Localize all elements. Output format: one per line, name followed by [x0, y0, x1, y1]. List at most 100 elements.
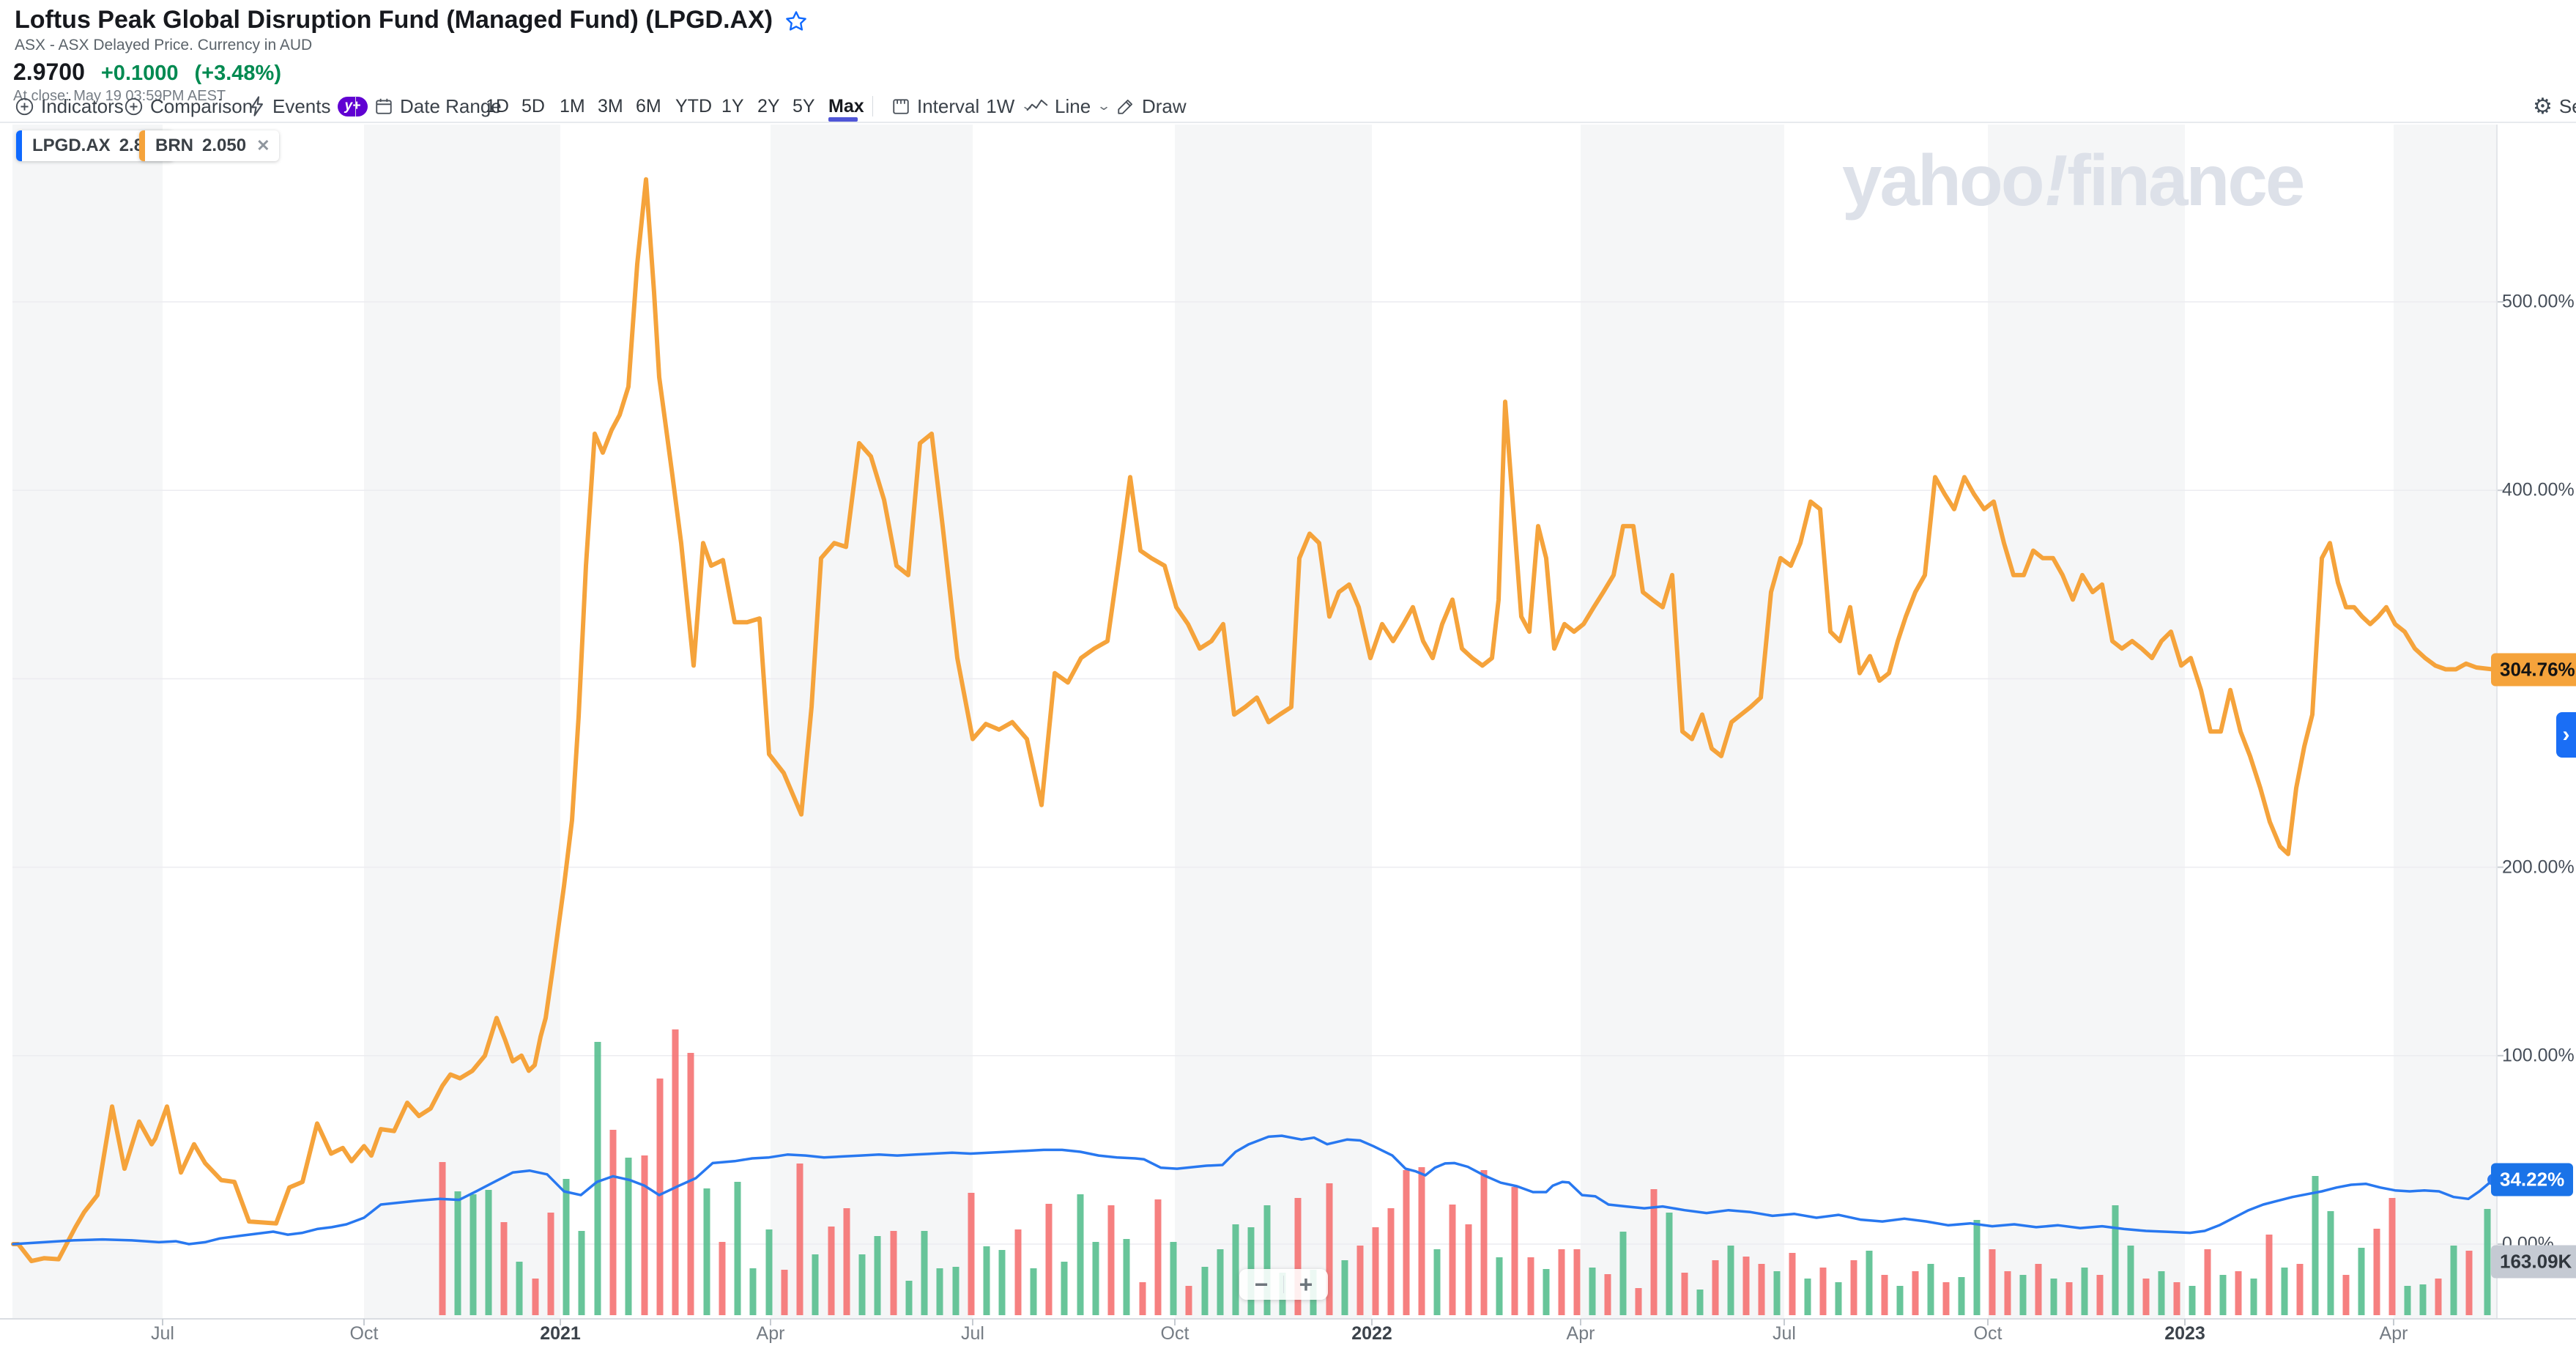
range-button-5d[interactable]: 5D: [521, 95, 545, 116]
volume-bar: [1418, 1167, 1425, 1315]
draw-button[interactable]: Draw: [1116, 92, 1187, 121]
volume-bar: [641, 1155, 648, 1315]
gear-icon: ⚙: [2533, 94, 2553, 119]
quarter-stripe: [771, 125, 973, 1319]
volume-bar: [2265, 1235, 2273, 1315]
draw-label: Draw: [1142, 95, 1187, 117]
price-change-pct: (+3.48%): [194, 62, 281, 85]
volume-bar: [2342, 1275, 2350, 1315]
volume-bar: [1185, 1286, 1192, 1315]
range-button-2y[interactable]: 2Y: [757, 95, 780, 116]
volume-bar: [1866, 1251, 1873, 1315]
legend-chip-brn[interactable]: BRN 2.050 ✕: [139, 130, 279, 161]
x-axis-label-2021: 2021: [540, 1323, 581, 1344]
interval-selector[interactable]: Interval 1W ⌄: [891, 92, 1036, 121]
series-color-bar: [139, 130, 145, 161]
volume-bar: [672, 1029, 679, 1315]
exchange-subtitle: ASX - ASX Delayed Price. Currency in AUD: [15, 37, 313, 53]
volume-bar: [734, 1182, 741, 1315]
volume-bar: [1170, 1242, 1177, 1315]
volume-bar: [968, 1193, 975, 1315]
price-row: 2.9700 +0.1000 (+3.48%): [13, 59, 281, 86]
volume-bar: [563, 1179, 570, 1315]
volume-bar: [2127, 1246, 2134, 1315]
volume-bar: [843, 1208, 850, 1315]
volume-bar: [1727, 1246, 1734, 1315]
settings-button[interactable]: ⚙ Set: [2533, 92, 2576, 121]
volume-bar: [2189, 1286, 2196, 1315]
volume-bar: [719, 1242, 726, 1315]
volume-bar: [1139, 1282, 1146, 1315]
volume-bar: [1773, 1271, 1781, 1315]
range-button-5y[interactable]: 5Y: [793, 95, 815, 116]
zoom-out-button[interactable]: −: [1254, 1271, 1269, 1298]
range-button-1y[interactable]: 1Y: [721, 95, 744, 116]
volume-bar: [1958, 1277, 1965, 1315]
x-axis-label-2022: 2022: [1351, 1323, 1392, 1344]
volume-bar: [703, 1188, 710, 1315]
volume-bar: [2312, 1176, 2319, 1315]
x-axis-label-jul: Jul: [1773, 1323, 1796, 1344]
volume-bar: [1789, 1253, 1796, 1315]
comparison-button[interactable]: Comparison: [124, 92, 253, 121]
indicators-button[interactable]: Indicators: [15, 92, 124, 121]
volume-bar: [2327, 1211, 2334, 1315]
volume-bar: [1356, 1246, 1364, 1315]
volume-bar: [485, 1190, 492, 1315]
volume-bar: [1558, 1249, 1565, 1315]
chevron-down-icon: ⌄: [1020, 99, 1036, 113]
comparison-label: Comparison: [150, 95, 253, 117]
events-button[interactable]: Events y+: [248, 92, 368, 121]
lpgd-last-value-badge: 34.22%: [2491, 1163, 2574, 1196]
volume-bar: [2250, 1279, 2257, 1315]
volume-bar: [1092, 1242, 1099, 1315]
range-button-ytd[interactable]: YTD: [675, 95, 712, 116]
y-axis-label-200: 200.00%: [2502, 857, 2575, 878]
line-chart-icon: [1026, 99, 1048, 111]
range-button-1d[interactable]: 1D: [486, 95, 509, 116]
interval-icon: [893, 99, 909, 114]
range-button-6m[interactable]: 6M: [636, 95, 661, 116]
range-button-3m[interactable]: 3M: [598, 95, 623, 116]
volume-bar: [609, 1130, 617, 1315]
remove-series-icon[interactable]: ✕: [256, 136, 270, 155]
lpgd-line: [12, 1134, 2495, 1246]
volume-bar: [2465, 1251, 2473, 1315]
volume-bar: [1696, 1290, 1704, 1315]
volume-bar: [1107, 1205, 1115, 1315]
watchlist-star-icon[interactable]: [784, 10, 808, 33]
x-axis-label-apr: Apr: [1566, 1323, 1595, 1344]
volume-bar: [1014, 1229, 1022, 1315]
volume-bar: [656, 1079, 664, 1315]
page-title: Loftus Peak Global Disruption Fund (Mana…: [15, 6, 808, 34]
volume-bar: [2173, 1282, 2180, 1315]
volume-bar: [2050, 1279, 2057, 1315]
expand-panel-button[interactable]: ›: [2556, 712, 2576, 758]
volume-bar: [1712, 1260, 1719, 1315]
volume-bar: [1372, 1227, 1379, 1315]
chart-canvas[interactable]: [0, 122, 2576, 1365]
volume-bar: [2281, 1268, 2288, 1315]
volume-bar: [2404, 1286, 2411, 1315]
settings-label: Set: [2558, 95, 2576, 117]
series-value: 2.050: [202, 136, 247, 155]
chart-type-selector[interactable]: Line ⌄: [1026, 92, 1111, 121]
volume-bar: [2219, 1275, 2227, 1315]
x-axis-label-oct: Oct: [1973, 1323, 2002, 1344]
volume-bar: [2019, 1275, 2027, 1315]
volume-bar: [578, 1231, 585, 1315]
volume-bar: [687, 1053, 694, 1315]
volume-bar: [1604, 1274, 1611, 1315]
volume-bar: [2296, 1264, 2304, 1315]
volume-bar: [2373, 1229, 2380, 1315]
volume-bar: [2096, 1275, 2104, 1315]
volume-bar: [1433, 1249, 1441, 1315]
date-range-button[interactable]: Date Range: [374, 92, 502, 121]
x-axis-label-jul: Jul: [151, 1323, 174, 1344]
zoom-in-button[interactable]: +: [1299, 1271, 1313, 1298]
range-button-max[interactable]: Max: [828, 95, 864, 116]
last-price: 2.9700: [13, 59, 85, 85]
x-axis-label-apr: Apr: [2379, 1323, 2408, 1344]
range-button-1m[interactable]: 1M: [560, 95, 585, 116]
volume-bar: [1387, 1208, 1395, 1315]
